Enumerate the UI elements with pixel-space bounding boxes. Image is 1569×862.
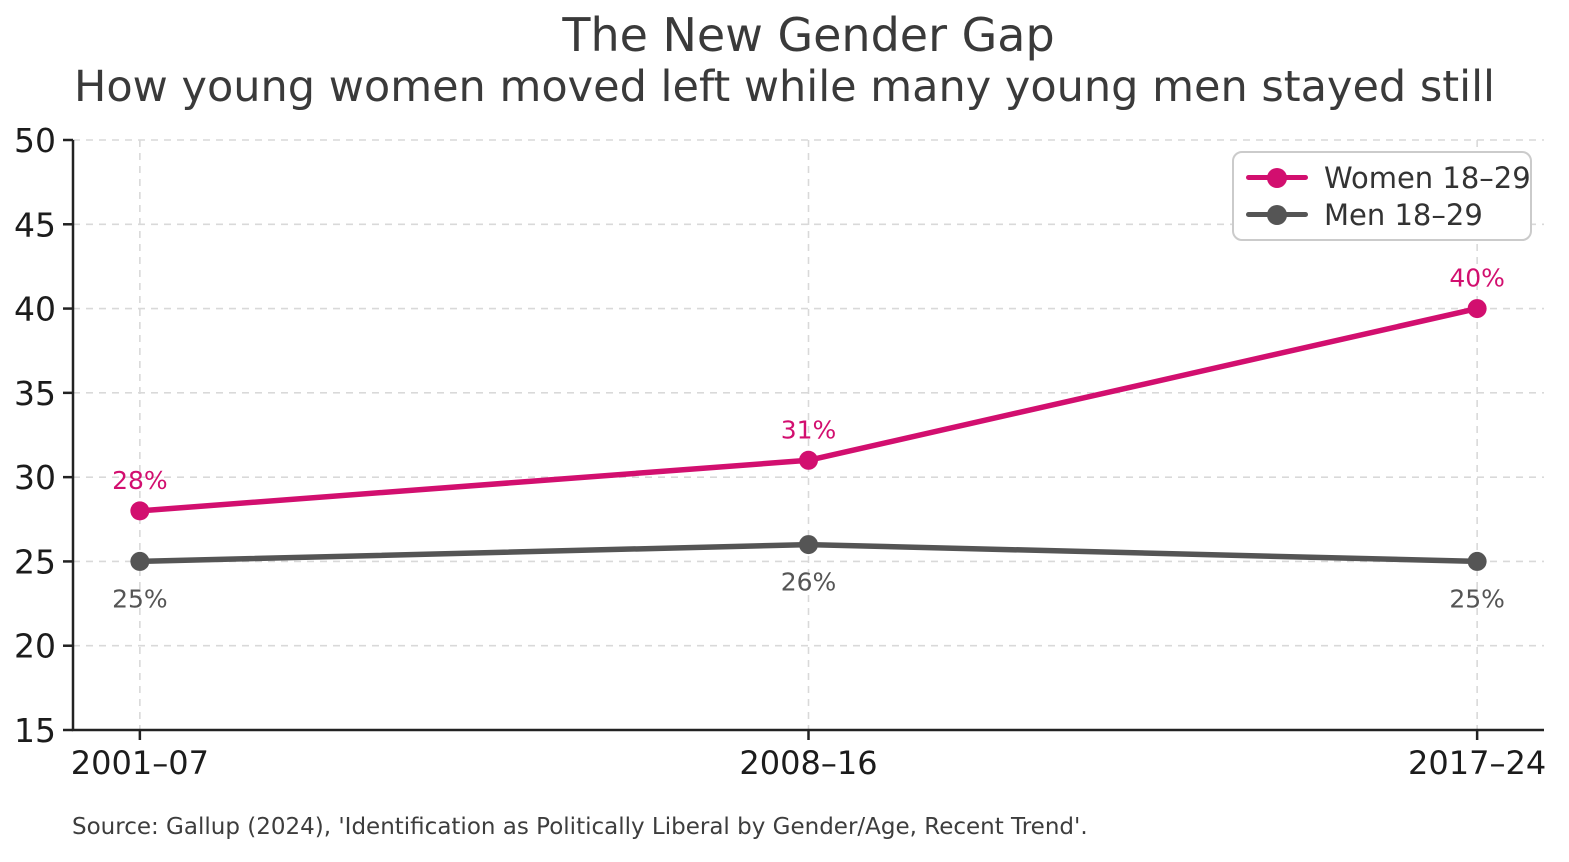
data-point-label: 31% [781, 415, 837, 444]
legend-item-men: Men 18–29 [1246, 196, 1518, 233]
y-tick-label: 45 [14, 205, 56, 244]
chart-legend: Women 18–29 Men 18–29 [1232, 151, 1532, 241]
data-point-marker [1467, 299, 1487, 319]
chart-subtitle: How young women moved left while many yo… [74, 62, 1495, 112]
legend-swatch-women-icon [1246, 167, 1308, 188]
y-tick-label: 15 [14, 711, 56, 750]
data-point-label: 28% [112, 466, 168, 495]
legend-marker-dot-icon [1267, 167, 1287, 188]
data-point-marker [799, 535, 818, 555]
legend-item-women: Women 18–29 [1246, 159, 1531, 196]
y-tick-label: 20 [14, 627, 56, 666]
data-point-marker [799, 450, 818, 470]
data-point-marker [130, 501, 150, 521]
data-point-label: 40% [1449, 264, 1505, 293]
legend-marker-dot-icon [1267, 204, 1287, 225]
legend-swatch-men-icon [1246, 204, 1308, 225]
y-tick-label: 40 [14, 290, 56, 329]
data-point-label: 25% [112, 584, 168, 613]
x-tick-label: 2017–24 [1408, 744, 1546, 782]
x-tick-label: 2008–16 [739, 744, 877, 782]
y-tick-label: 25 [14, 542, 56, 581]
chart-title: The New Gender Gap [562, 8, 1055, 62]
x-tick-label: 2001–07 [71, 744, 209, 782]
y-tick-label: 50 [14, 121, 56, 160]
y-tick-label: 35 [14, 374, 56, 413]
legend-label-men: Men 18–29 [1324, 197, 1483, 232]
data-point-label: 26% [781, 568, 837, 597]
data-point-label: 25% [1449, 584, 1505, 613]
data-point-marker [130, 551, 150, 571]
data-point-marker [1467, 551, 1487, 571]
source-note: Source: Gallup (2024), 'Identification a… [72, 814, 1088, 840]
legend-label-women: Women 18–29 [1324, 160, 1531, 195]
y-tick-label: 30 [14, 458, 56, 497]
